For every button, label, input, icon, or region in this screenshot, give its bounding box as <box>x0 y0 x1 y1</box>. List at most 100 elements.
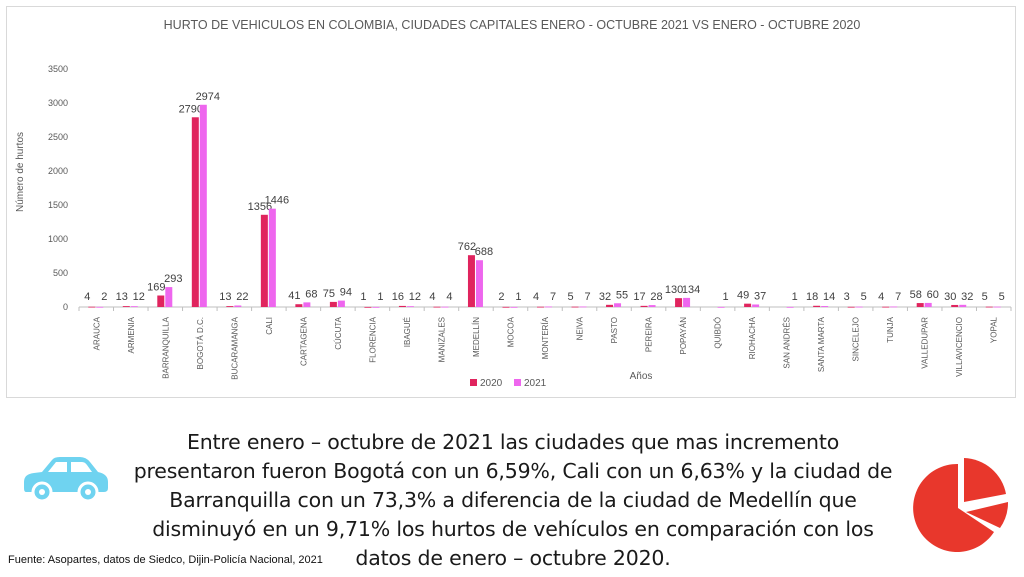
data-label: 7 <box>550 291 556 303</box>
bar-2021 <box>855 306 863 308</box>
data-label: 1356 <box>248 201 272 213</box>
bar-2021 <box>890 306 898 308</box>
bar-2020 <box>537 306 544 308</box>
data-label: 7 <box>584 291 590 303</box>
x-tick-label: MEDELLÍN <box>472 317 481 357</box>
bar-2020 <box>606 304 614 307</box>
data-label: 30 <box>944 291 956 303</box>
data-label: 1 <box>723 291 729 303</box>
bar-2020 <box>191 117 199 307</box>
bar-2021 <box>406 306 414 307</box>
data-label: 1 <box>377 291 383 303</box>
chart-title: HURTO DE VEHICULOS EN COLOMBIA, CIUDADES… <box>164 18 861 32</box>
bar-2021 <box>683 297 691 307</box>
x-tick-label: MOCOA <box>506 316 515 347</box>
bar-2020 <box>985 306 993 308</box>
data-label: 293 <box>164 273 182 285</box>
data-label: 134 <box>682 284 700 296</box>
y-tick-label: 2000 <box>48 166 68 176</box>
data-label: 13 <box>116 291 128 303</box>
data-label: 2 <box>498 291 504 303</box>
x-tick-label: SAN ANDRÉS <box>783 317 792 369</box>
data-label: 130 <box>665 284 683 296</box>
bar-2021 <box>510 306 518 308</box>
x-tick-label: YOPAL <box>990 316 999 343</box>
x-tick-label: PASTO <box>610 317 619 343</box>
data-label: 1 <box>360 291 366 303</box>
bar-2021 <box>268 208 276 307</box>
data-label: 13 <box>219 291 231 303</box>
data-label: 49 <box>737 290 749 302</box>
bar-2021 <box>234 305 242 307</box>
legend-swatch-2020 <box>470 379 477 386</box>
y-axis-label: Número de hurtos <box>15 132 26 212</box>
data-label: 18 <box>806 291 818 303</box>
data-label: 94 <box>340 287 352 299</box>
data-label: 762 <box>458 241 476 253</box>
bar-2020 <box>260 214 268 307</box>
bar-2020 <box>433 306 441 308</box>
bar-2020 <box>122 306 130 307</box>
data-label: 4 <box>429 291 435 303</box>
bar-2021 <box>717 306 725 308</box>
data-label: 5 <box>861 291 867 303</box>
data-label: 4 <box>878 291 884 303</box>
bar-2020 <box>640 305 648 307</box>
bar-2021 <box>579 306 587 308</box>
x-tick-label: SANTA MARTA <box>817 316 826 372</box>
x-tick-label: ARMENIA <box>127 316 136 353</box>
bar-2021 <box>96 306 104 308</box>
data-label: 12 <box>133 291 145 303</box>
bar-2021 <box>545 306 552 308</box>
bar-2020 <box>398 305 406 307</box>
data-label: 3 <box>844 291 850 303</box>
data-label: 1446 <box>265 195 289 207</box>
y-tick-label: 1500 <box>48 200 68 210</box>
data-label: 75 <box>323 288 335 300</box>
data-label: 2790 <box>179 103 203 115</box>
data-label: 1 <box>792 291 798 303</box>
bar-2021 <box>786 306 794 308</box>
bar-2021 <box>337 300 345 307</box>
bar-2021 <box>303 302 311 307</box>
data-label: 14 <box>823 291 835 303</box>
bar-2020 <box>226 306 234 307</box>
data-label: 28 <box>650 291 662 303</box>
data-label: 7 <box>895 291 901 303</box>
x-tick-label: SINCELEJO <box>852 317 861 361</box>
bar-2021 <box>130 306 138 307</box>
legend-label: 2021 <box>524 378 547 389</box>
data-label: 55 <box>616 289 628 301</box>
data-label: 2974 <box>196 91 220 103</box>
x-tick-label: NEIVA <box>576 316 585 340</box>
bar-2020 <box>88 306 96 308</box>
x-tick-label: CARTAGENA <box>299 316 308 366</box>
pie-chart-icon <box>910 448 1010 563</box>
data-label: 68 <box>305 288 317 300</box>
data-label: 4 <box>84 291 90 303</box>
data-label: 37 <box>754 290 766 302</box>
bar-2021 <box>924 302 932 307</box>
data-label: 1 <box>515 291 521 303</box>
bar-2021 <box>614 303 622 307</box>
data-label: 4 <box>446 291 452 303</box>
data-label: 169 <box>147 282 165 294</box>
x-tick-label: FLORENCIA <box>368 316 377 362</box>
data-label: 688 <box>475 246 493 258</box>
bar-chart: HURTO DE VEHICULOS EN COLOMBIA, CIUDADES… <box>15 18 1012 389</box>
bar-2020 <box>744 303 752 307</box>
bar-2021 <box>441 306 449 308</box>
x-tick-label: TUNJA <box>886 316 895 342</box>
summary-caption: Entre enero – octubre de 2021 las ciudad… <box>133 430 893 570</box>
data-label: 5 <box>999 291 1005 303</box>
bar-2020 <box>882 306 890 308</box>
bar-2021 <box>475 260 483 307</box>
data-label: 58 <box>910 289 922 301</box>
data-label: 17 <box>633 291 645 303</box>
data-label: 16 <box>392 291 404 303</box>
chart-frame: HURTO DE VEHICULOS EN COLOMBIA, CIUDADES… <box>6 6 1016 398</box>
x-tick-label: MONTERÍA <box>541 316 550 359</box>
x-tick-label: BARRANQUILLA <box>161 316 170 378</box>
data-label: 32 <box>599 291 611 303</box>
x-tick-label: VALLEDUPAR <box>921 317 930 369</box>
